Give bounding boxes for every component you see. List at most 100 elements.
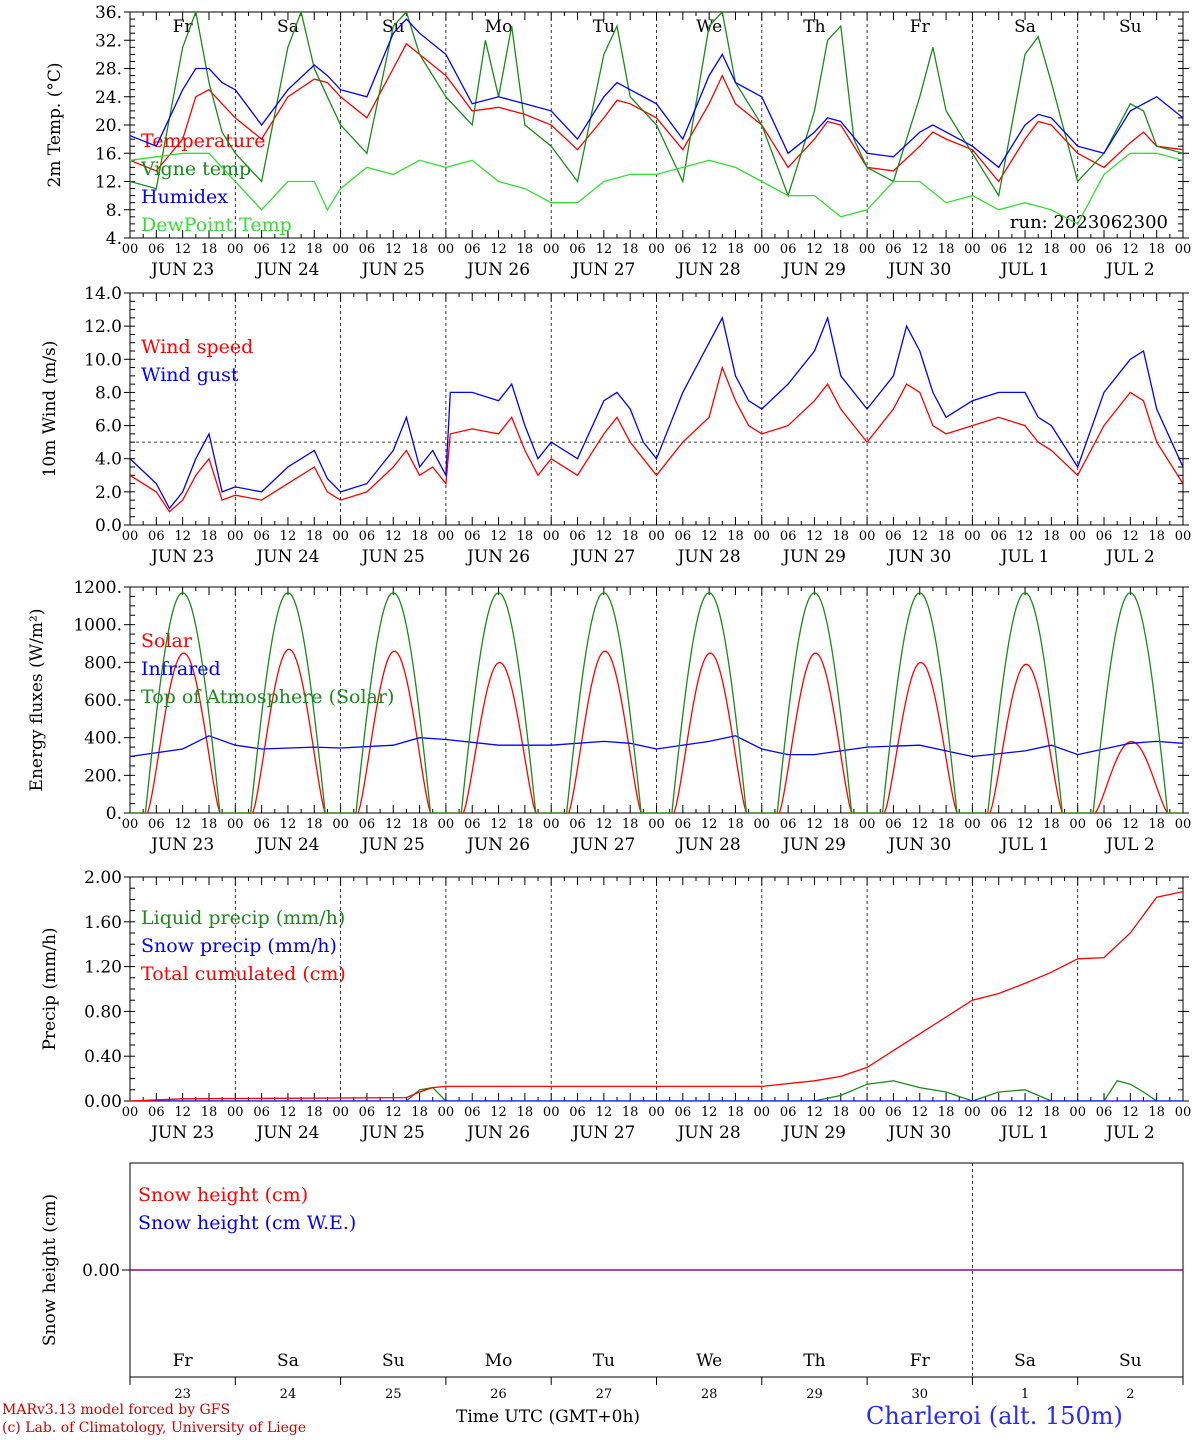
hour-tick-label: 12 — [1122, 529, 1139, 544]
legend-entry: Top of Atmosphere (Solar) — [141, 686, 394, 708]
legend-entry: Liquid precip (mm/h) — [141, 907, 345, 929]
hour-tick-label: 00 — [1069, 242, 1086, 257]
hour-tick-label: 12 — [911, 529, 928, 544]
weekday-label: Fr — [910, 17, 931, 37]
y-tick-label: 0.40 — [84, 1047, 122, 1067]
hour-tick-label: 12 — [911, 1105, 928, 1120]
hour-tick-label: 18 — [517, 242, 534, 257]
date-label: JUL 1 — [999, 260, 1050, 280]
date-label: JUN 26 — [465, 260, 530, 280]
date-label: JUN 28 — [676, 835, 741, 855]
weekday-label: Mo — [485, 1351, 513, 1371]
hour-tick-label: 18 — [306, 529, 323, 544]
legend-entry: Snow height (cm W.E.) — [138, 1212, 356, 1234]
hour-tick-label: 18 — [1148, 817, 1165, 832]
hour-tick-label: 18 — [201, 242, 218, 257]
hour-tick-label: 06 — [675, 1105, 692, 1120]
hour-tick-label: 18 — [833, 1105, 850, 1120]
y-tick-label: 8.0 — [95, 383, 122, 403]
date-label: JUL 2 — [1104, 835, 1155, 855]
hour-tick-label: 00 — [964, 817, 981, 832]
hour-tick-label: 18 — [938, 817, 955, 832]
legend-entry: Wind speed — [141, 336, 253, 358]
panel-5: 0.00 Snow height (cm) Fr Sa Su Mo Tu We Th Fr Sa Su… — [40, 1162, 1184, 1402]
series-line — [130, 18, 1183, 169]
hour-tick-label: 18 — [1043, 242, 1060, 257]
y-tick-label: 200. — [84, 766, 122, 786]
hour-tick-label: 06 — [885, 242, 902, 257]
date-label: JUN 23 — [149, 260, 214, 280]
day-number-label: 27 — [596, 1387, 613, 1402]
hour-tick-label: 06 — [253, 242, 270, 257]
y-tick-label: 400. — [84, 729, 122, 749]
panel-4: 2.00 1.60 1.20 0.80 0.40 0.00 Precip (mm/h) 00 0… — [40, 868, 1191, 1143]
hour-tick-label: 00 — [227, 242, 244, 257]
hour-tick-label: 06 — [464, 1105, 481, 1120]
y-axis-label: 10m Wind (m/s) — [40, 341, 60, 478]
hour-tick-label: 12 — [1017, 242, 1034, 257]
day-number-label: 26 — [490, 1387, 507, 1402]
hour-tick-label: 00 — [438, 529, 455, 544]
hour-tick-label: 18 — [1148, 1105, 1165, 1120]
date-label: JUN 30 — [886, 260, 951, 280]
date-label: JUN 29 — [781, 1123, 846, 1143]
date-label: JUN 29 — [781, 547, 846, 567]
hour-tick-label: 06 — [464, 242, 481, 257]
hour-tick-label: 18 — [306, 242, 323, 257]
series-line — [130, 890, 1183, 1101]
hour-tick-label: 06 — [464, 817, 481, 832]
hour-tick-label: 12 — [1122, 1105, 1139, 1120]
date-label: JUN 24 — [254, 547, 319, 567]
series-line — [130, 591, 1183, 813]
legend-entry: Snow height (cm) — [138, 1184, 308, 1206]
hour-tick-label: 12 — [174, 242, 191, 257]
series-line — [130, 315, 1183, 510]
hour-tick-label: 06 — [990, 817, 1007, 832]
day-number-label: 29 — [806, 1387, 823, 1402]
hour-tick-label: 06 — [569, 529, 586, 544]
weekday-label: Tu — [593, 1351, 615, 1371]
hour-tick-label: 00 — [543, 817, 560, 832]
hour-tick-label: 00 — [332, 529, 349, 544]
series-line — [130, 152, 1183, 225]
hour-tick-label: 18 — [727, 242, 744, 257]
series-line — [130, 1080, 1183, 1101]
hour-tick-label: 12 — [385, 1105, 402, 1120]
hour-tick-label: 00 — [122, 1105, 139, 1120]
hour-tick-label: 12 — [490, 1105, 507, 1120]
legend-entry: Temperature — [141, 130, 265, 152]
hour-tick-label: 06 — [885, 1105, 902, 1120]
y-tick-label: 10.0 — [84, 350, 122, 370]
hour-tick-label: 06 — [780, 817, 797, 832]
weekday-label: Th — [803, 17, 825, 37]
weekday-label: Su — [1119, 17, 1142, 37]
hour-tick-label: 18 — [622, 1105, 639, 1120]
y-tick-label: 2.0 — [95, 483, 122, 503]
hour-tick-label: 00 — [754, 242, 771, 257]
date-label: JUN 23 — [149, 547, 214, 567]
panel-2: 14.0 12.0 10.0 8.0 6.0 4.0 2.0 0.0 10m Wind (m/s… — [40, 284, 1191, 567]
date-label: JUL 2 — [1104, 547, 1155, 567]
hour-tick-label: 12 — [280, 817, 297, 832]
hour-tick-label: 06 — [359, 1105, 376, 1120]
hour-tick-label: 00 — [1069, 1105, 1086, 1120]
y-tick-label: 12.0 — [84, 317, 122, 337]
hour-tick-label: 12 — [1017, 1105, 1034, 1120]
y-tick-label: 0. — [106, 804, 122, 824]
panel-3: 1200. 1000. 800. 600. 400. 200. 0. Energy fluxe… — [27, 578, 1191, 855]
hour-tick-label: 00 — [1175, 242, 1192, 257]
hour-tick-label: 12 — [385, 529, 402, 544]
hour-tick-label: 00 — [859, 242, 876, 257]
hour-tick-label: 00 — [543, 529, 560, 544]
hour-tick-label: 12 — [174, 529, 191, 544]
weekday-label: Mo — [485, 17, 513, 37]
hour-tick-label: 12 — [490, 529, 507, 544]
hour-tick-label: 06 — [780, 529, 797, 544]
hour-tick-label: 06 — [885, 817, 902, 832]
y-tick-label: 16. — [95, 144, 122, 164]
hour-tick-label: 18 — [517, 529, 534, 544]
hour-tick-label: 12 — [701, 242, 718, 257]
hour-tick-label: 06 — [885, 529, 902, 544]
hour-tick-label: 06 — [253, 817, 270, 832]
hour-tick-label: 06 — [675, 817, 692, 832]
